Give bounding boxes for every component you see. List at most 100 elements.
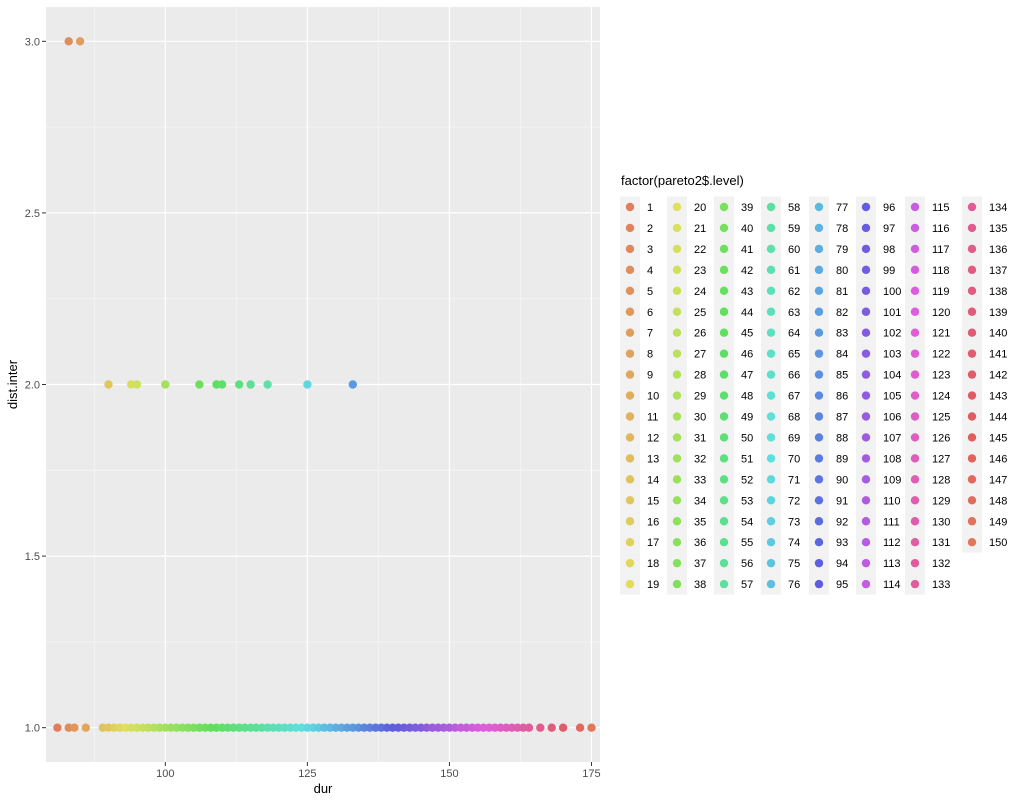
legend-dot — [672, 202, 682, 212]
legend-entry: 42 — [714, 259, 753, 281]
legend-dot — [967, 307, 977, 316]
legend-entry: 80 — [809, 259, 848, 281]
legend-entry: 71 — [761, 468, 800, 490]
legend-label: 70 — [788, 453, 800, 465]
data-point — [235, 380, 244, 389]
legend-label: 41 — [741, 244, 753, 256]
legend-label: 60 — [788, 244, 800, 256]
legend-entry: 16 — [620, 510, 659, 532]
legend-label: 123 — [932, 370, 950, 382]
legend-dot — [814, 349, 824, 358]
legend-label: 22 — [694, 244, 706, 256]
data-points — [53, 37, 596, 732]
legend-dot — [766, 475, 776, 484]
legend-dot — [967, 328, 977, 337]
legend-dot — [672, 454, 682, 463]
legend-dot — [672, 286, 682, 295]
legend-label: 105 — [883, 391, 901, 403]
legend-dot — [861, 349, 871, 358]
data-point — [263, 380, 272, 389]
legend-entry: 126 — [905, 426, 950, 448]
legend-label: 135 — [989, 223, 1007, 235]
legend-dot — [719, 307, 729, 316]
legend-dot — [814, 412, 824, 421]
legend-dot — [672, 496, 682, 505]
legend-entry: 133 — [905, 573, 950, 595]
legend-entry: 9 — [620, 364, 653, 386]
legend-label: 72 — [788, 495, 800, 507]
legend-entry: 78 — [809, 217, 848, 239]
legend-dot — [766, 391, 776, 400]
legend-entry: 7 — [620, 322, 653, 344]
legend-label: 90 — [836, 474, 848, 486]
legend-dot — [625, 349, 635, 358]
legend-entry: 125 — [905, 406, 950, 427]
legend-entry: 44 — [714, 301, 753, 323]
legend-label: 3 — [647, 244, 653, 256]
legend-entry: 53 — [714, 489, 753, 511]
legend-dot — [814, 558, 824, 568]
legend-entry: 92 — [809, 510, 848, 532]
legend-label: 54 — [741, 516, 753, 528]
legend-entry: 62 — [761, 280, 800, 302]
legend-dot — [967, 412, 977, 421]
legend-entry: 51 — [714, 447, 753, 469]
legend-dot — [910, 244, 920, 254]
legend-entry: 46 — [714, 343, 753, 365]
legend-entry: 2 — [620, 217, 653, 239]
legend-label: 143 — [989, 391, 1007, 403]
legend-entry: 30 — [667, 406, 706, 427]
legend-label: 88 — [836, 432, 848, 444]
legend-label: 53 — [741, 495, 753, 507]
legend-dot — [719, 433, 729, 442]
legend-label: 18 — [647, 558, 659, 570]
legend-dot — [625, 558, 635, 568]
legend-label: 87 — [836, 412, 848, 424]
legend-entry: 45 — [714, 322, 753, 344]
legend-label: 40 — [741, 223, 753, 235]
legend-dot — [814, 517, 824, 526]
legend-entry: 139 — [962, 301, 1007, 323]
legend-dot — [766, 328, 776, 337]
data-point — [132, 380, 142, 389]
legend-dot — [625, 370, 635, 379]
legend-label: 63 — [788, 307, 800, 319]
legend-entry: 66 — [761, 364, 800, 386]
legend-entry: 40 — [714, 217, 753, 239]
data-point — [547, 723, 556, 732]
legend-dot — [861, 265, 871, 275]
legend-dot — [625, 454, 635, 463]
legend-entry: 136 — [962, 238, 1007, 260]
legend-label: 48 — [741, 391, 753, 403]
legend-entry: 33 — [667, 468, 706, 490]
legend-entry: 81 — [809, 280, 848, 302]
data-point — [536, 723, 545, 732]
data-point — [104, 380, 113, 389]
legend-dot — [910, 538, 920, 547]
legend-label: 115 — [932, 202, 950, 214]
legend-label: 55 — [741, 537, 753, 549]
legend-dot — [967, 265, 977, 275]
legend-label: 93 — [836, 537, 848, 549]
legend-entry: 6 — [620, 301, 653, 323]
legend-entry: 135 — [962, 217, 1007, 239]
legend-entry: 1 — [620, 196, 653, 218]
legend-entry: 43 — [714, 280, 753, 302]
legend-label: 145 — [989, 432, 1007, 444]
legend-dot — [814, 307, 824, 316]
legend-dot — [814, 286, 824, 295]
legend-label: 68 — [788, 412, 800, 424]
legend-label: 62 — [788, 286, 800, 298]
legend-entry: 146 — [962, 447, 1007, 469]
legend-dot — [967, 202, 977, 212]
legend-entry: 22 — [667, 238, 706, 260]
legend-entry: 85 — [809, 364, 848, 386]
legend-label: 9 — [647, 370, 653, 382]
legend-dot — [861, 370, 871, 379]
legend-entry: 117 — [905, 238, 950, 260]
legend-entry: 102 — [856, 322, 901, 344]
legend-dot — [910, 517, 920, 526]
data-point — [246, 380, 255, 389]
data-point — [303, 380, 312, 389]
legend-label: 8 — [647, 349, 653, 361]
